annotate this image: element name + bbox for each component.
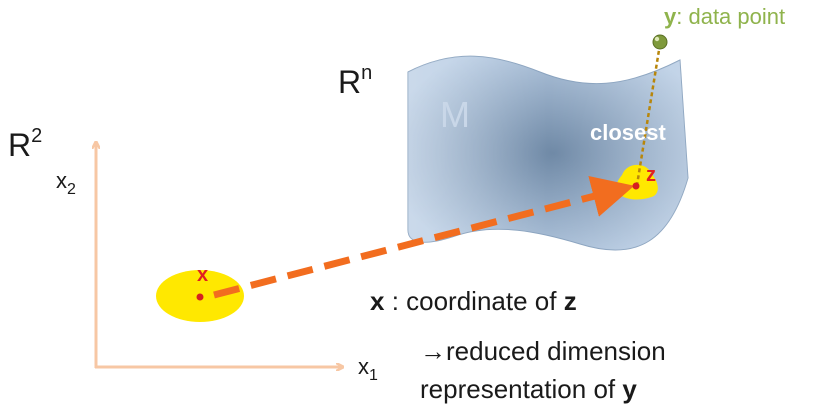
x1-axis-label: x1	[358, 354, 378, 385]
x2-axis-letter: x	[56, 168, 67, 193]
ambient-space-name: R	[338, 64, 362, 100]
manifold-label: M	[440, 94, 470, 135]
projection-line	[635, 43, 662, 186]
ambient-space-label: Rn	[338, 62, 372, 101]
x1-axis-index: 1	[369, 367, 378, 384]
annotation-x-symbol: x	[370, 286, 385, 316]
data-point-symbol: y	[664, 4, 677, 29]
ambient-space-exponent: n	[361, 62, 373, 84]
x1-axis-letter: x	[358, 354, 369, 379]
latent-space-name: R	[8, 127, 32, 163]
projection-z-label: z	[646, 164, 656, 186]
annotation-arrow-icon: →	[420, 336, 446, 366]
manifold-shading	[408, 56, 688, 251]
latent-point-label: x	[197, 264, 209, 286]
annotation-y-symbol: y	[622, 374, 637, 404]
annotation-reduced-text: reduced dimension	[446, 336, 666, 366]
annotation-representation-text: representation of	[420, 374, 623, 404]
annotation-line-1: x : coordinate of z	[370, 286, 577, 317]
latent-space-exponent: 2	[31, 125, 43, 147]
x2-axis-index: 2	[67, 181, 76, 198]
x2-axis-label: x2	[56, 168, 76, 199]
data-point-y	[652, 34, 668, 50]
point-x-marker	[196, 293, 204, 301]
annotation-z-symbol: z	[563, 286, 577, 316]
closest-label: closest	[590, 120, 666, 145]
mapping-arrow	[213, 176, 635, 299]
data-point-highlight	[654, 36, 660, 42]
data-point-text: : data point	[676, 4, 786, 29]
annotation-line-3: representation of y	[420, 374, 637, 405]
annotation-line-2: →reduced dimension	[420, 336, 666, 367]
data-point-label: y: data point	[664, 4, 785, 30]
annotation-coordinate-text: : coordinate of	[384, 286, 564, 316]
point-z-marker	[632, 182, 640, 190]
latent-space-label: R2	[8, 125, 42, 164]
